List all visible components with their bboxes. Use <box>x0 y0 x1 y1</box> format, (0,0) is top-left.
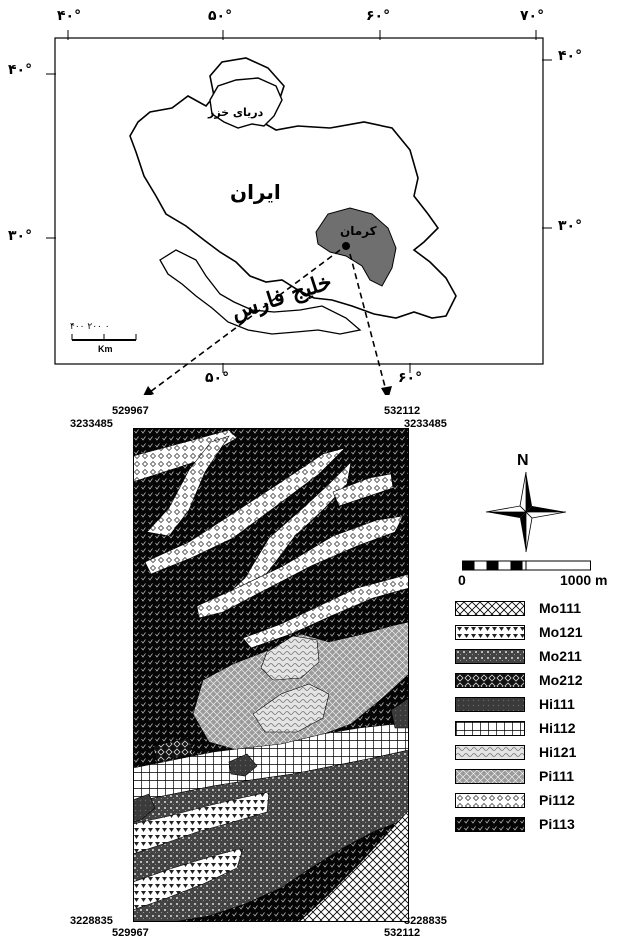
legend-label-mo111: Mo111 <box>539 600 582 616</box>
legend-item-mo211: Mo211 <box>455 646 582 666</box>
legend-swatch-hi112 <box>455 720 525 736</box>
legend-swatch-hi121 <box>455 744 525 760</box>
legend-item-hi121: Hi121 <box>455 742 576 762</box>
legend-item-pi111: Pi111 <box>455 766 574 786</box>
label-iran: ایران <box>230 180 281 204</box>
inset-left-tick-40: ۴۰° <box>8 62 33 78</box>
north-label: N <box>517 452 529 469</box>
legend-item-mo111: Mo111 <box>455 598 581 618</box>
legend-label-hi121: Hi121 <box>539 744 577 760</box>
inset-scale-unit: Km <box>98 344 113 354</box>
legend-label-pi111: Pi111 <box>539 768 575 784</box>
legend-swatch-pi113 <box>455 816 525 832</box>
unit-hi111-3 <box>390 697 409 729</box>
unit-pi112-streak-6 <box>196 515 404 619</box>
unit-pi112-streak-7 <box>242 573 409 649</box>
scale-start: 0 <box>458 572 466 588</box>
unit-mo111 <box>298 809 409 922</box>
corner-br-y: 3228835 <box>404 915 447 927</box>
unit-hi111-1 <box>133 793 156 823</box>
legend-item-pi113: Pi113 <box>455 814 575 834</box>
caspian-sea <box>209 77 283 129</box>
legend-swatch-hi111 <box>455 696 525 712</box>
legend-item-mo121: Mo121 <box>455 622 583 642</box>
corner-tl-x: 529967 <box>112 405 149 417</box>
inset-frame <box>54 37 544 365</box>
scale-end: 1000 m <box>560 572 608 588</box>
inset-right-tick-40: ۴۰° <box>558 48 583 64</box>
legend-label-mo121: Mo121 <box>539 624 583 640</box>
label-caspian: دریای خزر <box>208 106 264 119</box>
inset-right-tick-30: ۳۰° <box>558 218 583 234</box>
legend-label-pi113: Pi113 <box>539 816 575 832</box>
inset-scale-ticks: ۴۰۰ ۲۰۰ ۰ <box>70 322 110 332</box>
unit-hi111-2 <box>228 753 258 777</box>
kerman-point <box>342 242 350 250</box>
unit-hi121-1 <box>260 635 320 681</box>
persian-gulf <box>159 249 362 335</box>
inset-map-graphic <box>46 30 552 395</box>
dashed-arrow-left <box>144 249 341 395</box>
legend-swatch-mo211 <box>455 648 525 664</box>
kerman-province <box>315 207 397 287</box>
inset-top-tick-70: ۷۰° <box>520 8 545 24</box>
corner-bl-x: 529967 <box>112 927 149 939</box>
legend-swatch-pi111 <box>455 768 525 784</box>
inset-bottom-tick-60: ۶۰° <box>398 370 423 386</box>
inset-bottom-tick-50: ۵۰° <box>205 370 230 386</box>
unit-mo121 <box>133 791 270 855</box>
legend-swatch-mo212 <box>455 672 525 688</box>
corner-tl-y: 3233485 <box>70 418 113 430</box>
corner-tr-y: 3233485 <box>404 418 447 430</box>
iran-outline <box>129 57 457 319</box>
legend-label-hi111: Hi111 <box>539 696 575 712</box>
inset-left-tick-30: ۳۰° <box>8 228 33 244</box>
unit-hi121-2 <box>252 683 330 733</box>
label-kerman: کرمان <box>340 224 377 238</box>
scale-bar <box>462 560 591 571</box>
inset-top-tick-60: ۶۰° <box>366 8 391 24</box>
legend-item-hi111: Hi111 <box>455 694 575 714</box>
corner-bl-y: 3228835 <box>70 915 113 927</box>
corner-tr-x: 532112 <box>384 405 421 417</box>
study-area-map <box>133 428 409 922</box>
inset-map: ۴۰° ۵۰° ۶۰° ۷۰° ۴۰° ۳۰° ۴۰° ۳۰° ۵۰° ۶۰° <box>0 0 623 395</box>
unit-pi112-streak-2 <box>146 435 230 537</box>
unit-pi112-streak-5 <box>332 473 394 507</box>
legend-swatch-mo111 <box>455 600 525 616</box>
legend-item-hi112: Hi112 <box>455 718 576 738</box>
legend-swatch-pi112 <box>455 792 525 808</box>
inset-top-tick-40: ۴۰° <box>57 8 82 24</box>
unit-mo121-2 <box>133 847 244 911</box>
study-area-frame <box>133 428 409 922</box>
legend-item-pi112: Pi112 <box>455 790 575 810</box>
legend-item-mo212: Mo212 <box>455 670 583 690</box>
legend-swatch-mo121 <box>455 624 525 640</box>
north-arrow-icon <box>485 471 567 553</box>
unit-mo212 <box>152 737 194 763</box>
legend-label-hi112: Hi112 <box>539 720 576 736</box>
inset-top-tick-50: ۵۰° <box>208 8 233 24</box>
unit-pi112-streak-3 <box>144 447 347 575</box>
legend-label-mo212: Mo212 <box>539 672 583 688</box>
legend-label-mo211: Mo211 <box>539 648 582 664</box>
dashed-arrow-right <box>349 253 389 395</box>
corner-br-x: 532112 <box>384 927 421 939</box>
legend-label-pi112: Pi112 <box>539 792 575 808</box>
